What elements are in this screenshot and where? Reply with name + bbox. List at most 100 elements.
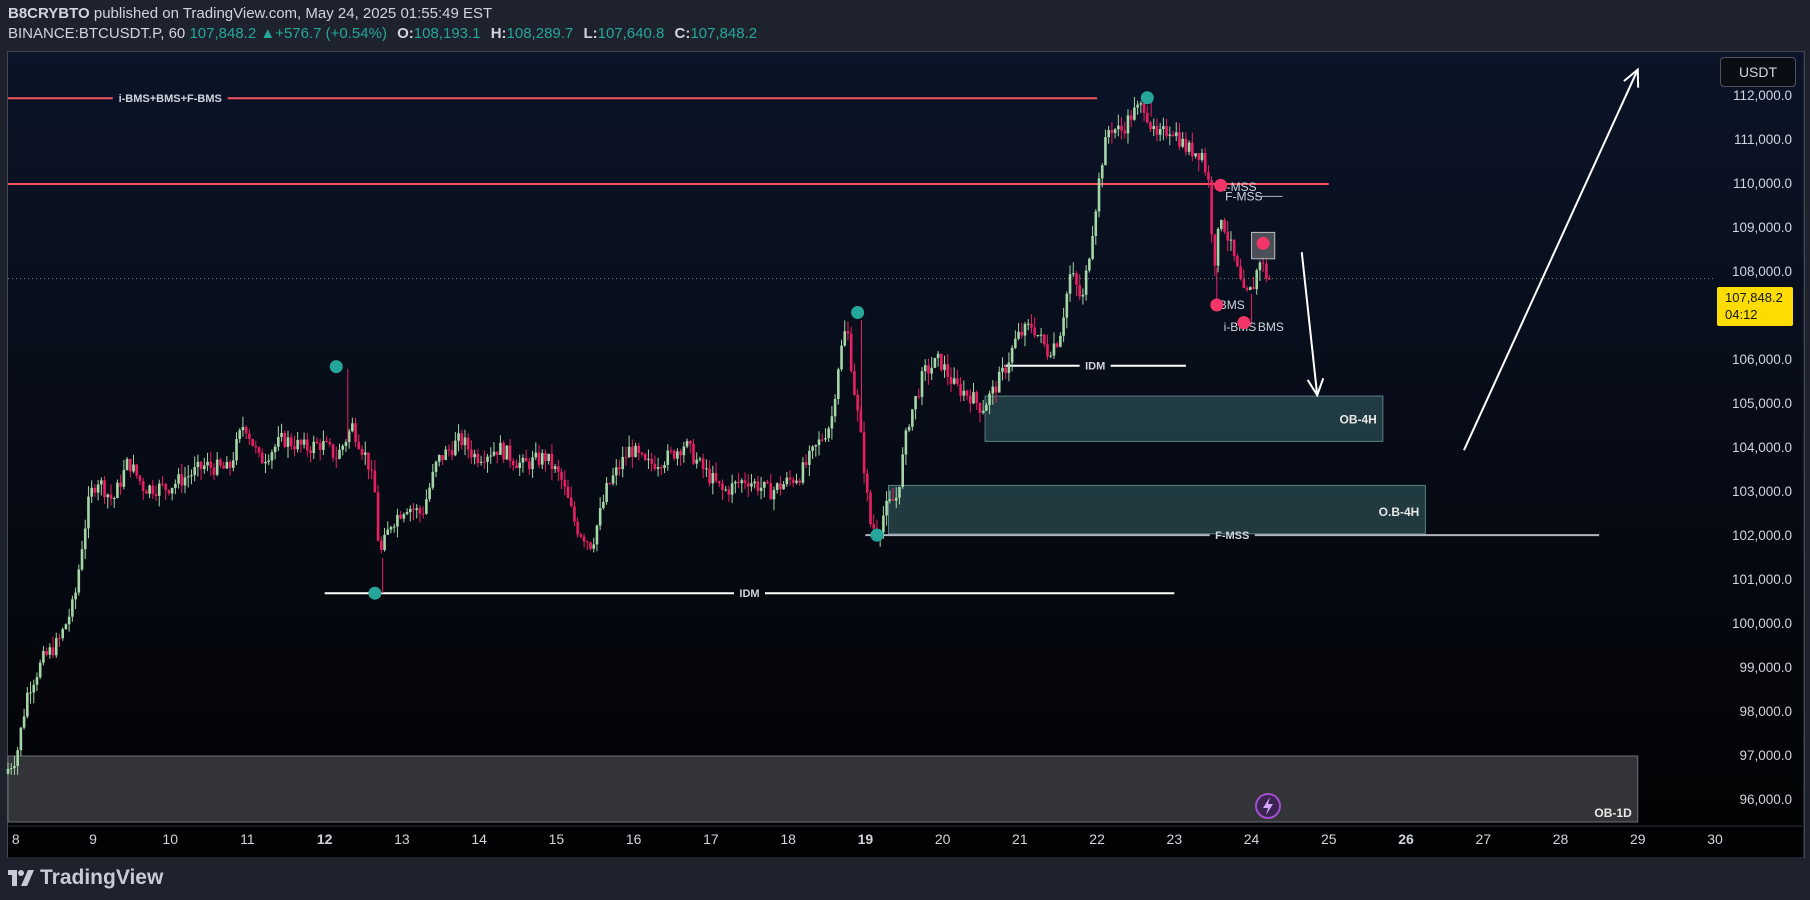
candle-body [286,437,290,447]
high-value: 108,289.7 [506,25,574,42]
candle-body [177,474,180,484]
candle-body [911,409,914,427]
x-tick-label: 19 [858,831,874,847]
candle-body [779,483,782,490]
currency-button[interactable]: USDT [1720,57,1796,87]
candle-body [978,403,982,413]
candle-body [1168,134,1172,136]
projection-arrowhead-0 [1306,377,1325,398]
candle-body [1200,152,1204,161]
candle-body [1049,355,1053,357]
candle-body [1097,178,1101,212]
candle-body [495,451,499,455]
candle-body [1100,165,1104,179]
candle-body [363,452,367,455]
candle-body [402,514,406,519]
candle-body [808,450,811,465]
candle-body [289,437,293,447]
candle-body [1055,343,1059,347]
candle-body [1158,129,1162,135]
candle-body [714,473,718,481]
candle-body [827,428,830,439]
candle-body [83,528,87,550]
candle-body [782,484,785,490]
candle-body [804,462,808,465]
candle-body [573,506,576,522]
candle-body [672,450,676,459]
candle-body [904,430,908,455]
candle-body [215,459,219,475]
projection-arrow-0 [1300,252,1319,396]
candle-body [35,677,39,685]
candle-body [1187,142,1191,152]
candle-body [759,487,763,491]
candle-body [666,450,670,465]
pivot-marker-green-4 [1140,91,1154,105]
chart-header: B8CRYBTO published on TradingView.com, M… [0,0,1810,50]
annotation-text-0: I-MSS [1223,180,1256,194]
candle-body [566,486,570,498]
symbol-label[interactable]: BINANCE:BTCUSDT.P, 60 [8,25,186,42]
candle-body [1062,317,1065,336]
annotation-text-1: F-MSS [1225,189,1262,203]
candle-body [569,497,573,507]
candle-body [907,426,911,431]
candle-body [853,371,856,395]
pivot-marker-red-8 [1237,316,1251,330]
zone-label-2: OB-1D [1594,806,1632,820]
candle-body [241,427,245,431]
candle-body [943,364,946,370]
candle-body [1126,115,1130,134]
candle-body [611,475,615,484]
candle-body [206,461,209,466]
candle-body [682,446,686,456]
y-tick-label: 99,000.0 [1739,660,1792,675]
candle-body [650,458,653,464]
candle-body [1207,172,1210,181]
candle-body [1071,273,1075,275]
candle-body [1245,288,1249,290]
candle-body [344,442,348,446]
candle-body [833,399,837,417]
candle-body [93,487,97,493]
candle-body [383,534,386,550]
candle-body [351,423,354,432]
candle-body [994,386,998,393]
candles-group [6,94,1271,775]
candle-body [598,508,602,526]
x-tick-label: 8 [12,831,20,847]
candle-body [788,477,792,480]
candle-body [618,467,621,470]
candle-body [457,433,460,441]
tradingview-logo[interactable]: TradingView [8,866,163,890]
candle-body [54,638,58,656]
candle-body [396,514,399,527]
author-name[interactable]: B8CRYBTO [8,5,90,22]
candle-body [376,492,380,541]
candle-body [746,483,750,487]
x-tick-label: 9 [89,831,97,847]
candle-body [125,458,129,471]
candle-body [975,392,979,404]
candle-body [96,484,100,493]
candle-body [460,433,464,446]
candle-body [428,487,431,500]
candle-body [660,467,663,469]
candle-body [328,441,332,445]
candle-body [145,491,148,494]
candle-body [386,529,390,535]
candle-body [199,461,203,470]
candle-body [1120,125,1123,131]
candle-body [315,441,319,444]
candle-body [621,456,625,470]
candle-body [1171,134,1175,137]
candle-body [212,467,216,475]
price-chart[interactable]: OB-4H O.B-4H OB-1D i-BMS+BMS+F-BMS IDM IDM F-M… [0,0,1810,858]
candle-body [135,464,139,476]
candle-body [936,353,940,359]
candle-body [708,468,711,484]
candle-body [727,489,731,495]
candle-body [235,438,238,461]
candle-body [949,376,953,384]
candle-body [1033,327,1036,336]
